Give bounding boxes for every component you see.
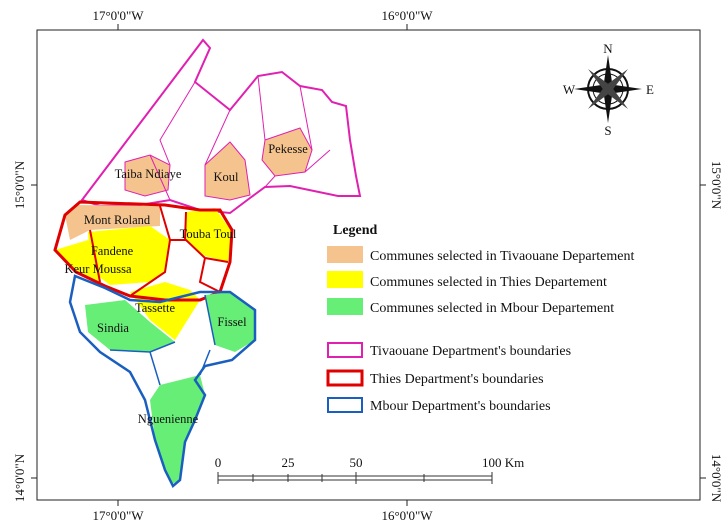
compass-label: W [563,82,576,97]
compass-label: S [604,123,611,138]
commune-label: Tassette [135,301,176,315]
compass-label: E [646,82,654,97]
scale-label: 100 Km [482,455,524,470]
commune-label: Fissel [217,315,247,329]
commune-label: Nguenienne [138,412,199,426]
commune-label: Sindia [97,321,129,335]
coord-label: 17°0'0"W [92,8,144,23]
legend-swatch [326,369,364,387]
coord-label: 15°0'0"N [709,161,724,210]
coord-label: 14°0'0"N [709,454,724,503]
commune-label: Touba Toul [180,227,237,241]
legend-swatch [327,271,363,288]
scale-bar [217,472,493,484]
coord-label: 17°0'0"W [92,508,144,523]
legend-title: Legend [333,223,378,238]
legend-label: Tivaouane Department's boundaries [370,344,571,359]
thies-region [53,200,234,340]
commune-label: Mont Roland [84,213,151,227]
legend-swatch [327,298,363,315]
legend-swatch [327,246,363,263]
legend-swatch [327,397,363,413]
mbour-region [68,274,257,488]
legend-label: Communes selected in Thies Departement [370,275,607,290]
coord-label: 14°0'0"N [12,453,27,502]
commune-label: Pekesse [268,142,308,156]
legend-label: Communes selected in Mbour Departement [370,301,614,316]
scale-label: 0 [215,455,222,470]
legend-label: Thies Department's boundaries [370,372,544,387]
compass-label: N [603,41,613,56]
coord-label: 16°0'0"W [381,8,433,23]
legend-swatch [327,342,363,358]
commune-label: Taiba Ndiaye [115,167,182,181]
scale-label: 50 [350,455,363,470]
legend-label: Mbour Department's boundaries [370,399,551,414]
tivaouane-region [80,38,362,215]
commune-label: Keur Moussa [64,262,131,276]
compass [574,55,642,123]
coord-label: 15°0'0"N [12,160,27,209]
coord-label: 16°0'0"W [381,508,433,523]
legend-label: Communes selected in Tivaouane Departeme… [370,249,634,264]
commune-label: Fandene [91,244,134,258]
commune-label: Koul [214,170,240,184]
frame-ticks [31,24,706,506]
scale-label: 25 [282,455,295,470]
